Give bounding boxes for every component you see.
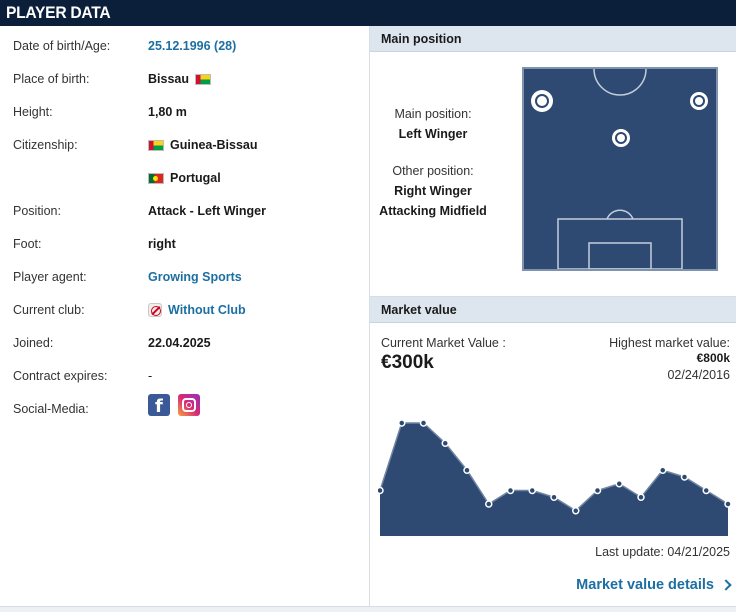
header-title: PLAYER DATA	[6, 3, 111, 22]
row-player-agent: Player agent: Growing Sports	[0, 262, 369, 295]
main-position-title: Main position	[381, 32, 462, 46]
chart-point[interactable]	[398, 419, 406, 427]
pitch-svg	[531, 68, 708, 270]
market-value-details-link[interactable]: Market value details	[576, 577, 732, 593]
citizenship-text-1: Guinea-Bissau	[170, 138, 258, 152]
chart-point[interactable]	[463, 466, 471, 474]
other-position-label: Other position:	[392, 164, 474, 178]
foot-label: Foot:	[13, 237, 42, 251]
chart-area	[380, 423, 728, 536]
chart-point[interactable]	[593, 486, 602, 495]
chart-point[interactable]	[724, 500, 732, 508]
current-mv-label: Current Market Value :	[381, 336, 506, 350]
row-joined: Joined: 22.04.2025	[0, 328, 369, 361]
chart-point[interactable]	[615, 480, 623, 488]
club-link[interactable]: Without Club	[148, 303, 246, 317]
last-update: Last update: 04/21/2025	[595, 545, 730, 559]
citizenship-text-2: Portugal	[170, 171, 221, 185]
pob-text: Bissau	[148, 72, 189, 86]
highest-mv-date: 02/24/2016	[667, 368, 730, 382]
row-social-media: Social-Media: f	[0, 394, 369, 427]
pob-label: Place of birth:	[13, 72, 90, 86]
chart-point[interactable]	[419, 419, 428, 427]
height-value: 1,80 m	[148, 105, 187, 119]
main-position-header: Main position	[370, 26, 736, 52]
other-position-value-2: Attacking Midfield	[379, 204, 487, 218]
chart-point[interactable]	[506, 486, 515, 495]
row-contract-expires: Contract expires: -	[0, 361, 369, 394]
guinea-bissau-flag-icon	[148, 139, 164, 151]
citizenship-value-1: Guinea-Bissau	[148, 138, 258, 152]
main-position-label: Main position:	[394, 107, 472, 121]
position-value: Attack - Left Winger	[148, 204, 266, 218]
foot-value: right	[148, 237, 176, 251]
main-position-value: Left Winger	[398, 127, 468, 141]
other-position-value-1: Right Winger	[394, 184, 472, 198]
highest-mv-label: Highest market value:	[609, 336, 730, 350]
instagram-icon[interactable]	[178, 394, 200, 416]
highest-mv-value: €800k	[696, 351, 730, 365]
club-text[interactable]: Without Club	[168, 303, 246, 317]
guinea-bissau-flag-icon	[195, 73, 211, 85]
citizenship-value-2: Portugal	[148, 171, 221, 185]
portugal-flag-icon	[148, 172, 164, 184]
row-height: Height: 1,80 m	[0, 97, 369, 130]
chart-point[interactable]	[550, 493, 558, 501]
panel-separator	[370, 296, 736, 297]
citizenship-label: Citizenship:	[13, 138, 78, 152]
chevron-right-icon	[720, 579, 732, 591]
chart-point[interactable]	[378, 486, 384, 495]
height-label: Height:	[13, 105, 53, 119]
attacking-midfield-marker	[612, 129, 630, 147]
position-pitch	[522, 67, 718, 271]
row-foot: Foot: right	[0, 229, 369, 262]
row-place-of-birth: Place of birth: Bissau	[0, 64, 369, 97]
joined-label: Joined:	[13, 336, 54, 350]
chart-point[interactable]	[528, 486, 536, 495]
row-current-club: Current club: Without Club	[0, 295, 369, 328]
social-label: Social-Media:	[13, 402, 89, 416]
row-citizenship-2: Portugal	[0, 163, 369, 196]
player-info-panel: Date of birth/Age: 25.12.1996 (28) Place…	[0, 26, 369, 606]
without-club-icon	[148, 303, 162, 317]
right-winger-marker	[690, 92, 708, 110]
position-label: Position:	[13, 204, 61, 218]
row-position: Position: Attack - Left Winger	[0, 196, 369, 229]
pob-value: Bissau	[148, 72, 211, 86]
market-value-chart[interactable]	[378, 386, 734, 536]
left-winger-marker	[531, 90, 553, 112]
contract-label: Contract expires:	[13, 369, 108, 383]
chart-point[interactable]	[485, 500, 493, 508]
vertical-divider	[369, 26, 370, 606]
club-label: Current club:	[13, 303, 85, 317]
bottom-bar	[0, 606, 736, 612]
details-link-text[interactable]: Market value details	[576, 577, 714, 593]
social-icons: f	[148, 394, 200, 417]
facebook-icon[interactable]: f	[148, 394, 170, 417]
row-citizenship: Citizenship: Guinea-Bissau	[0, 130, 369, 163]
chart-point[interactable]	[441, 439, 449, 447]
joined-value: 22.04.2025	[148, 336, 211, 350]
chart-point[interactable]	[680, 473, 689, 481]
agent-label: Player agent:	[13, 270, 87, 284]
chart-point[interactable]	[659, 466, 667, 474]
row-date-of-birth: Date of birth/Age: 25.12.1996 (28)	[0, 31, 369, 64]
current-mv-value: €300k	[381, 352, 434, 373]
market-value-header: Market value	[370, 297, 736, 323]
market-value-title: Market value	[381, 303, 457, 317]
chart-point[interactable]	[702, 486, 710, 495]
player-data-header: PLAYER DATA	[0, 0, 736, 26]
right-column: Main position Main position: Left Winger…	[370, 26, 736, 606]
dob-link[interactable]: 25.12.1996 (28)	[148, 39, 237, 53]
chart-point[interactable]	[572, 507, 580, 515]
dob-label: Date of birth/Age:	[13, 39, 111, 53]
agent-link[interactable]: Growing Sports	[148, 270, 242, 284]
contract-value: -	[148, 369, 153, 383]
chart-point[interactable]	[637, 493, 645, 501]
